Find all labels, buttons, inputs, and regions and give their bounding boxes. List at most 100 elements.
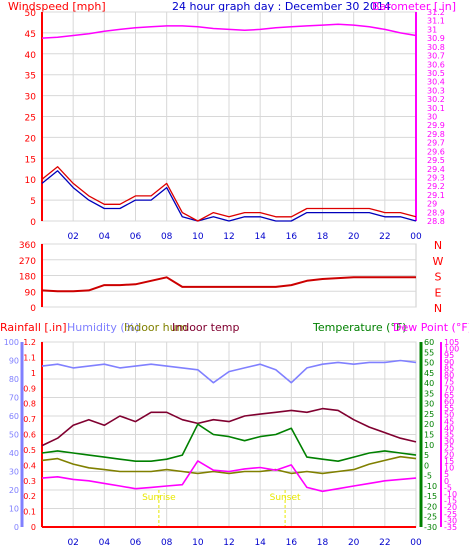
barometer-tick-label: 30.7 [427,52,445,61]
rain-tick-label: 0 [31,523,36,532]
temperature-tick-label: -5 [424,472,432,481]
chart-title: 24 hour graph day : December 30 2014 [172,0,391,13]
humidity-tick-label: 40 [9,449,19,458]
time-tick-label: 04 [99,538,111,548]
compass-label: S [435,271,442,284]
wind-tick-label: 50 [25,9,37,19]
temperature-tick-label: -15 [424,492,437,501]
temperature-tick-label: -10 [424,482,437,491]
temperature-tick-label: 45 [424,369,434,378]
time-tick-label: 08 [161,538,173,548]
barometer-tick-label: 29.7 [427,139,445,148]
dewpoint-tick-label: 50 [444,411,454,420]
rain-tick-label: 0.4 [23,461,36,470]
humidity-tick-label: 0 [14,523,19,532]
dewpoint-tick-label: -5 [444,483,452,492]
rain-tick-label: 0.8 [23,400,36,409]
temperature-tick-label: 35 [424,389,434,398]
barometer-tick-label: 29.4 [427,165,445,174]
time-tick-label: 14 [254,232,266,242]
dewpoint-tick-label: 95 [444,351,454,360]
time-tick-label: 16 [286,232,298,242]
temperature-tick-label: -25 [424,513,437,522]
wind-direction-line [41,276,416,293]
time-tick-label: 00 [410,538,422,548]
barometer-tick-label: 30.3 [427,86,445,95]
rain-tick-label: 1.2 [23,338,36,347]
dewpoint-line [41,460,417,493]
dewpoint-tick-label: 65 [444,391,454,400]
barometer-tick-label: 30.8 [427,43,445,52]
direction-tick-label: 0 [30,304,36,314]
dewpoint-tick-label: -10 [444,490,457,499]
wind-tick-label: 35 [25,72,36,82]
barometer-tick-label: 29.1 [427,191,445,200]
wind-tick-label: 25 [25,114,36,124]
windspeed-line [41,166,417,222]
wind-tick-label: 5 [30,197,36,207]
indoor-temp-line [41,407,417,447]
temperature-tick-label: -20 [424,502,437,511]
time-tick-label: 12 [223,538,234,548]
humidity-tick-label: 80 [9,375,19,384]
barometer-axis-label: Barometer [.in] [372,0,456,13]
dewpoint-tick-label: 70 [444,384,454,393]
barometer-tick-label: 30.6 [427,60,445,69]
dewpoint-tick-label: -25 [444,510,457,519]
compass-label: W [433,255,444,268]
barometer-tick-label: 30.5 [427,69,445,78]
wind-tick-label: 10 [25,176,37,186]
temperature-tick-label: 5 [424,451,429,460]
dewpoint-tick-label: 45 [444,417,454,426]
humidity-tick-label: 30 [9,468,19,477]
barometer-tick-label: 29 [427,200,437,209]
temperature-tick-label: 25 [424,410,434,419]
dewpoint-tick-label: -35 [444,523,457,532]
rain-tick-label: 0.5 [23,446,36,455]
rain-axis-label: Rainfall [.in] [0,321,67,334]
temperature-tick-label: 10 [424,441,434,450]
time-tick-label: 18 [317,232,329,242]
time-tick-label: 04 [99,232,111,242]
barometer-tick-label: 30.9 [427,34,445,43]
wind-tick-label: 20 [25,134,37,144]
barometer-tick-label: 28.8 [427,217,445,226]
sun-event-label: Sunrise [142,493,176,503]
humidity-tick-label: 20 [9,486,19,495]
humidity-tick-label: 10 [9,505,19,514]
indoor-temp-label: Indoor temp [172,321,239,334]
barometer-tick-label: 29.3 [427,173,445,182]
time-tick-label: 14 [254,538,266,548]
dewpoint-tick-label: 25 [444,444,454,453]
barometer-tick-label: 29.2 [427,182,445,191]
rain-tick-label: 0.9 [23,384,36,393]
dewpoint-tick-label: 30 [444,437,454,446]
temperature-tick-label: 50 [424,359,434,368]
compass-label: N [434,302,442,315]
dewpoint-tick-label: -20 [444,503,457,512]
direction-tick-label: 180 [19,273,36,283]
barometer-tick-label: 31 [427,25,437,34]
dewpoint-tick-label: 60 [444,397,454,406]
dewpoint-tick-label: 105 [444,338,459,347]
direction-tick-label: 90 [25,288,37,298]
barometer-tick-label: 30.4 [427,78,445,87]
temperature-tick-label: 20 [424,420,434,429]
time-tick-label: 06 [130,232,142,242]
barometer-tick-label: 28.9 [427,208,445,217]
temperature-tick-label: 15 [424,431,434,440]
humidity-tick-label: 50 [9,431,19,440]
dewpoint-tick-label: 85 [444,364,454,373]
rain-tick-label: 0.1 [23,508,36,517]
temperature-label: Temperature (°F) [312,321,407,334]
time-tick-label: 22 [379,538,390,548]
dewpoint-tick-label: 75 [444,378,454,387]
time-tick-label: 16 [286,538,298,548]
wind-tick-label: 0 [30,218,36,228]
barometer-tick-label: 29.8 [427,130,445,139]
temperature-tick-label: 30 [424,400,434,409]
humidity-label: Humidity (%) [67,321,139,334]
temperature-tick-label: 60 [424,338,434,347]
dewpoint-tick-label: 55 [444,404,454,413]
